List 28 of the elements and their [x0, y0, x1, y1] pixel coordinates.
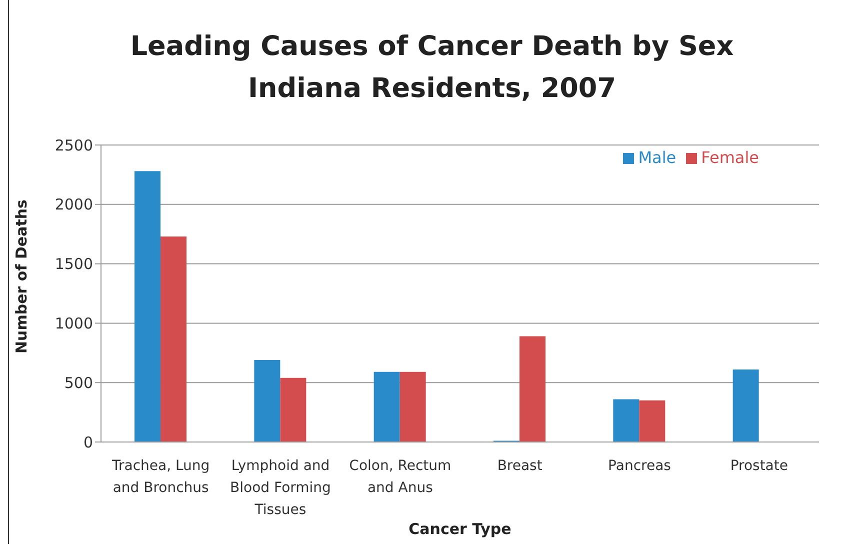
x-tick-label: Trachea, Lung and Bronchus — [110, 458, 210, 496]
bar — [520, 336, 546, 442]
y-axis-title: Number of Deaths — [12, 199, 30, 354]
bar — [613, 399, 640, 442]
bar — [732, 370, 759, 442]
bar — [254, 360, 280, 442]
bar — [280, 378, 306, 442]
y-tick-label: 0 — [83, 433, 93, 452]
x-tick-label: Prostate — [730, 458, 788, 474]
x-tick-label: Colon, Rectum and Anus — [349, 458, 452, 496]
chart-subtitle: Indiana Residents, 2007 — [247, 72, 617, 106]
x-tick-label: Pancreas — [608, 458, 671, 474]
y-tick-label: 500 — [64, 374, 93, 392]
bar — [160, 236, 187, 442]
bar — [134, 171, 161, 442]
legend-label: Female — [701, 148, 759, 167]
y-tick-label: 1500 — [54, 255, 93, 274]
chart-title: Leading Causes of Cancer Death by Sex — [129, 30, 735, 64]
bar — [374, 372, 400, 442]
x-tick-label: Lymphoid and Blood Forming Tissues — [230, 458, 331, 518]
legend-label: Male — [638, 148, 676, 167]
y-tick-label: 2000 — [54, 196, 93, 214]
x-axis-title: Cancer Type — [408, 520, 512, 538]
y-tick-label: 2500 — [54, 136, 93, 154]
bar — [400, 372, 426, 442]
y-tick-label: 1000 — [54, 314, 93, 333]
x-tick-label: Breast — [497, 458, 543, 474]
bar — [639, 400, 666, 442]
